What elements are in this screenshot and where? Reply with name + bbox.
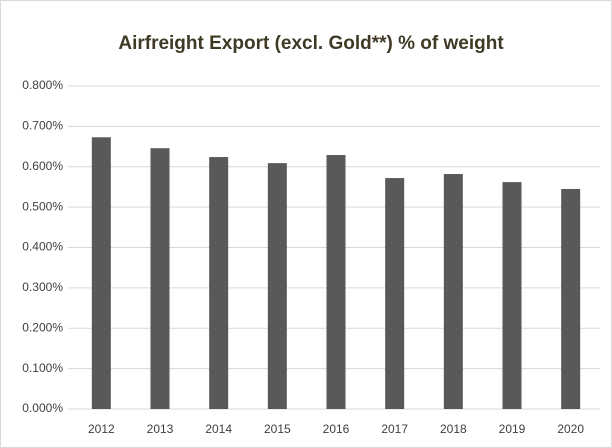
bar [502, 182, 522, 409]
bar [561, 188, 581, 409]
x-tick-label: 2012 [88, 422, 115, 436]
bar [443, 174, 463, 409]
chart-title: Airfreight Export (excl. Gold**) % of we… [118, 33, 504, 54]
y-tick-label: 0.000% [22, 401, 63, 415]
y-tick-label: 0.700% [22, 119, 63, 133]
x-tick-label: 2013 [147, 422, 174, 436]
bar [267, 163, 287, 409]
x-tick-label: 2019 [499, 422, 526, 436]
x-tick-label: 2014 [205, 422, 232, 436]
bar [385, 178, 405, 409]
bar [209, 157, 229, 409]
x-tick-label: 2020 [557, 422, 584, 436]
bar [150, 148, 170, 410]
y-tick-label: 0.500% [22, 199, 63, 213]
x-tick-label: 2018 [440, 422, 467, 436]
bar [326, 155, 346, 409]
y-tick-label: 0.100% [22, 361, 63, 375]
y-tick-label: 0.800% [22, 78, 63, 92]
y-tick-label: 0.300% [22, 280, 63, 294]
x-tick-label: 2017 [381, 422, 408, 436]
y-tick-label: 0.600% [22, 159, 63, 173]
x-tick-label: 2015 [264, 422, 291, 436]
y-tick-label: 0.200% [22, 320, 63, 334]
y-tick-label: 0.400% [22, 240, 63, 254]
x-tick-label: 2016 [323, 422, 350, 436]
bar [91, 137, 111, 409]
